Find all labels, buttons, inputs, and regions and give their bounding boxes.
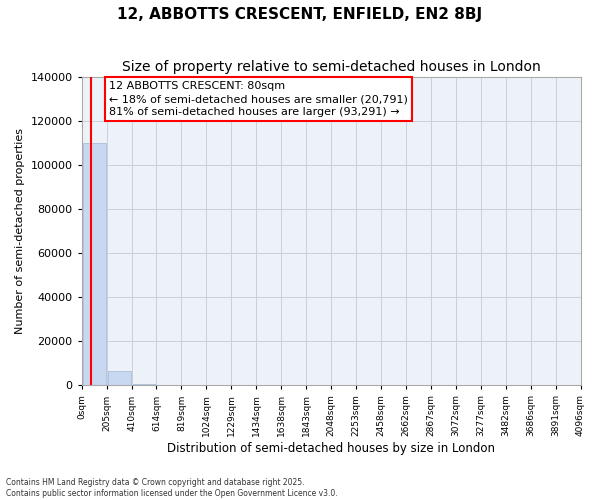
Text: 12, ABBOTTS CRESCENT, ENFIELD, EN2 8BJ: 12, ABBOTTS CRESCENT, ENFIELD, EN2 8BJ	[118, 8, 482, 22]
Title: Size of property relative to semi-detached houses in London: Size of property relative to semi-detach…	[122, 60, 541, 74]
Y-axis label: Number of semi-detached properties: Number of semi-detached properties	[15, 128, 25, 334]
Text: 12 ABBOTTS CRESCENT: 80sqm
← 18% of semi-detached houses are smaller (20,791)
81: 12 ABBOTTS CRESCENT: 80sqm ← 18% of semi…	[109, 81, 408, 118]
Bar	[83, 142, 106, 386]
X-axis label: Distribution of semi-detached houses by size in London: Distribution of semi-detached houses by …	[167, 442, 495, 455]
Bar	[133, 384, 155, 386]
Text: Contains HM Land Registry data © Crown copyright and database right 2025.
Contai: Contains HM Land Registry data © Crown c…	[6, 478, 338, 498]
Bar	[107, 371, 131, 386]
